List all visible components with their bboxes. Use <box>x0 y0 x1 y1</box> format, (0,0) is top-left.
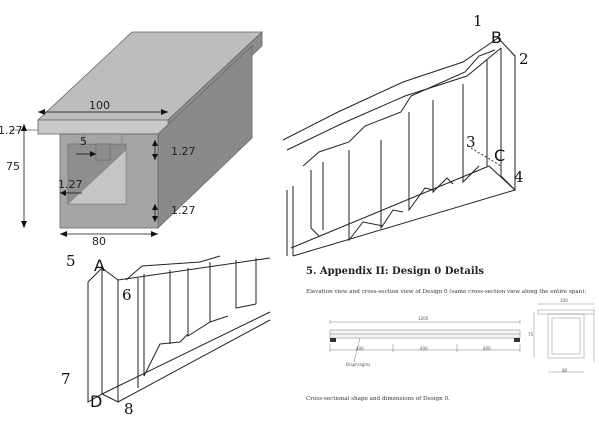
cross-section-3d-drawing <box>10 31 264 237</box>
appendix-caption: Cross-sectional shape and dimensions of … <box>306 396 450 402</box>
beam-upper-drawing <box>282 37 516 257</box>
corner-label-4: 4 <box>514 168 524 186</box>
corner-label-D: D <box>90 392 103 411</box>
beam-perspective-lower: 5 A 6 7 D 8 <box>60 252 280 430</box>
elevation-segment-mid: 400 <box>420 346 428 351</box>
corner-label-1: 1 <box>473 12 483 30</box>
corner-label-B: B <box>491 28 502 47</box>
elevation-segment-left: 400 <box>356 346 364 351</box>
beam-perspective-upper: 1 B 2 3 C 4 <box>282 0 599 258</box>
corner-label-8: 8 <box>124 400 134 418</box>
section-top-width: 100 <box>560 298 568 303</box>
dim-bottom-width: 80 <box>92 235 106 248</box>
dim-bottom-thickness: 1.27 <box>171 204 196 217</box>
elevation-segment-right: 400 <box>483 346 491 351</box>
elevation-view-drawing <box>329 320 521 363</box>
dim-slot-width: 5 <box>80 135 87 148</box>
dim-web-thickness-top: 1.27 <box>171 145 196 158</box>
dim-flange-thickness: 1.27 <box>0 124 23 137</box>
beam-lower-drawing <box>87 255 271 403</box>
cross-section-3d-figure: 100 1.27 5 1.27 75 1.27 1.27 80 <box>0 0 280 250</box>
corner-label-7: 7 <box>61 370 71 388</box>
section-bottom-width: 80 <box>562 368 568 373</box>
corner-label-C: C <box>494 146 506 165</box>
section-view: 100 75 80 <box>528 298 599 383</box>
corner-label-2: 2 <box>519 50 529 68</box>
elevation-diaphragms-note: Diaphragms <box>346 362 371 367</box>
corner-label-A: A <box>94 256 105 275</box>
corner-label-5: 5 <box>66 252 76 270</box>
dim-top-width: 100 <box>89 99 110 112</box>
section-view-drawing <box>533 303 595 373</box>
dim-height: 75 <box>6 160 20 173</box>
elevation-view: 1200 400 400 400 Diaphragms <box>320 308 525 388</box>
appendix-heading: 5. Appendix II: Design 0 Details <box>306 266 485 277</box>
elevation-total-span: 1200 <box>418 316 429 321</box>
corner-label-6: 6 <box>122 286 132 304</box>
dim-wall-thickness-left: 1.27 <box>58 178 83 191</box>
section-height: 75 <box>528 332 534 337</box>
corner-label-3: 3 <box>466 133 476 151</box>
appendix-intro: Elevation view and cross-section view of… <box>306 289 587 295</box>
appendix-excerpt: 5. Appendix II: Design 0 Details Elevati… <box>300 262 599 430</box>
